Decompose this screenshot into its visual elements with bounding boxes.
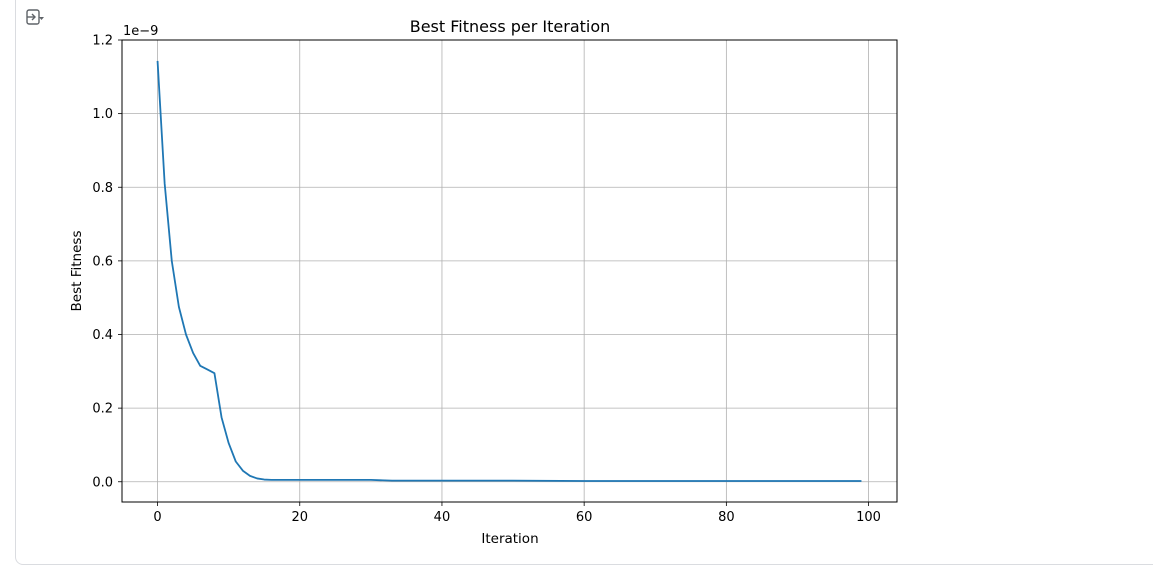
y-offset-text: 1e−9 — [123, 24, 158, 39]
series-line — [156, 60, 862, 482]
x-tick-label: 0 — [153, 510, 161, 525]
x-tick-label: 40 — [434, 510, 451, 525]
output-collapse-icon[interactable] — [24, 7, 46, 27]
ticks: 0 20 40 60 80 100 0.0 0.2 0.4 0.6 0.8 1.0 1.2 — [92, 34, 881, 526]
y-tick-label: 1.2 — [92, 34, 113, 49]
chart-title: Best Fitness per Iteration — [410, 17, 611, 36]
y-tick-label: 0.6 — [92, 254, 113, 269]
x-tick-label: 100 — [856, 510, 881, 525]
x-tick-label: 80 — [718, 510, 735, 525]
axes-frame — [121, 39, 898, 503]
x-tick-label: 60 — [576, 510, 593, 525]
y-tick-label: 0.0 — [92, 475, 113, 490]
x-tick-label: 20 — [291, 510, 308, 525]
x-axis-label: Iteration — [481, 531, 538, 547]
y-tick-label: 0.2 — [92, 402, 113, 417]
y-axis-label: Best Fitness — [69, 231, 85, 312]
y-tick-label: 0.4 — [92, 328, 113, 343]
y-tick-label: 0.8 — [92, 181, 113, 196]
y-tick-label: 1.0 — [92, 107, 113, 122]
grid-lines — [122, 39, 897, 502]
